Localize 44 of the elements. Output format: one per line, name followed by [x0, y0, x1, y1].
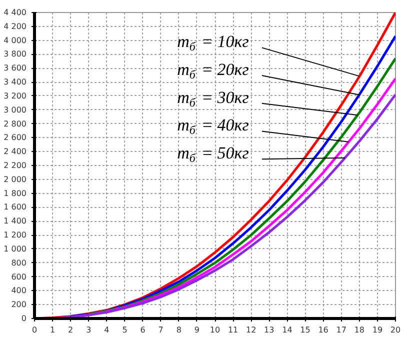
y-tick-label: 4 400: [4, 8, 27, 17]
y-tick-label: 4 000: [4, 36, 27, 45]
y-tick-label: 0: [21, 314, 27, 323]
x-tick-label: 8: [176, 326, 182, 334]
y-tick-label: 1 000: [4, 244, 27, 254]
x-tick-label: 12: [246, 326, 256, 334]
y-tick-label: 400: [11, 286, 27, 296]
y-tick-label: 1 400: [4, 216, 27, 226]
x-tick-label: 4: [104, 326, 110, 334]
y-tick-label: 200: [11, 300, 27, 310]
x-tick-label: 15: [300, 326, 310, 334]
x-tick-label: 11: [228, 326, 238, 334]
y-tick-label: 2 800: [4, 119, 27, 128]
y-tick-label: 1 800: [4, 188, 27, 198]
x-tick-label: 2: [68, 326, 74, 334]
x-tick-label: 5: [122, 326, 128, 334]
x-tick-label: 19: [372, 326, 383, 334]
x-tick-label: 13: [264, 326, 274, 334]
y-tick-label: 2 600: [4, 133, 27, 142]
y-tick-label: 600: [11, 272, 27, 282]
x-tick-label: 16: [318, 326, 328, 334]
x-tick-label: 7: [158, 326, 164, 334]
y-tick-label: 3 800: [4, 50, 27, 59]
y-tick-label: 3 600: [4, 64, 27, 73]
y-tick-label: 3 000: [4, 105, 27, 114]
x-tick-label: 3: [86, 326, 92, 334]
x-tick-label: 1: [50, 326, 56, 334]
y-tick-label: 2 400: [4, 147, 27, 156]
x-tick-label: 9: [194, 326, 200, 334]
y-tick-label: 3 200: [4, 91, 27, 100]
x-tick-label: 14: [282, 326, 292, 334]
y-tick-label: 1 200: [4, 230, 27, 240]
x-tick-label: 17: [336, 326, 346, 334]
y-tick-label: 4 200: [4, 22, 27, 31]
x-tick-label: 10: [210, 326, 220, 334]
y-tick-label: 3 400: [4, 78, 27, 87]
x-tick-label: 20: [390, 326, 401, 334]
x-tick-label: 18: [354, 326, 364, 334]
x-tick-label: 0: [32, 326, 38, 334]
y-tick-label: 800: [11, 258, 27, 268]
x-tick-label: 6: [140, 326, 146, 334]
y-tick-label: 2 000: [4, 174, 27, 184]
y-tick-label: 2 200: [4, 161, 27, 170]
y-tick-label: 1 600: [4, 202, 27, 212]
